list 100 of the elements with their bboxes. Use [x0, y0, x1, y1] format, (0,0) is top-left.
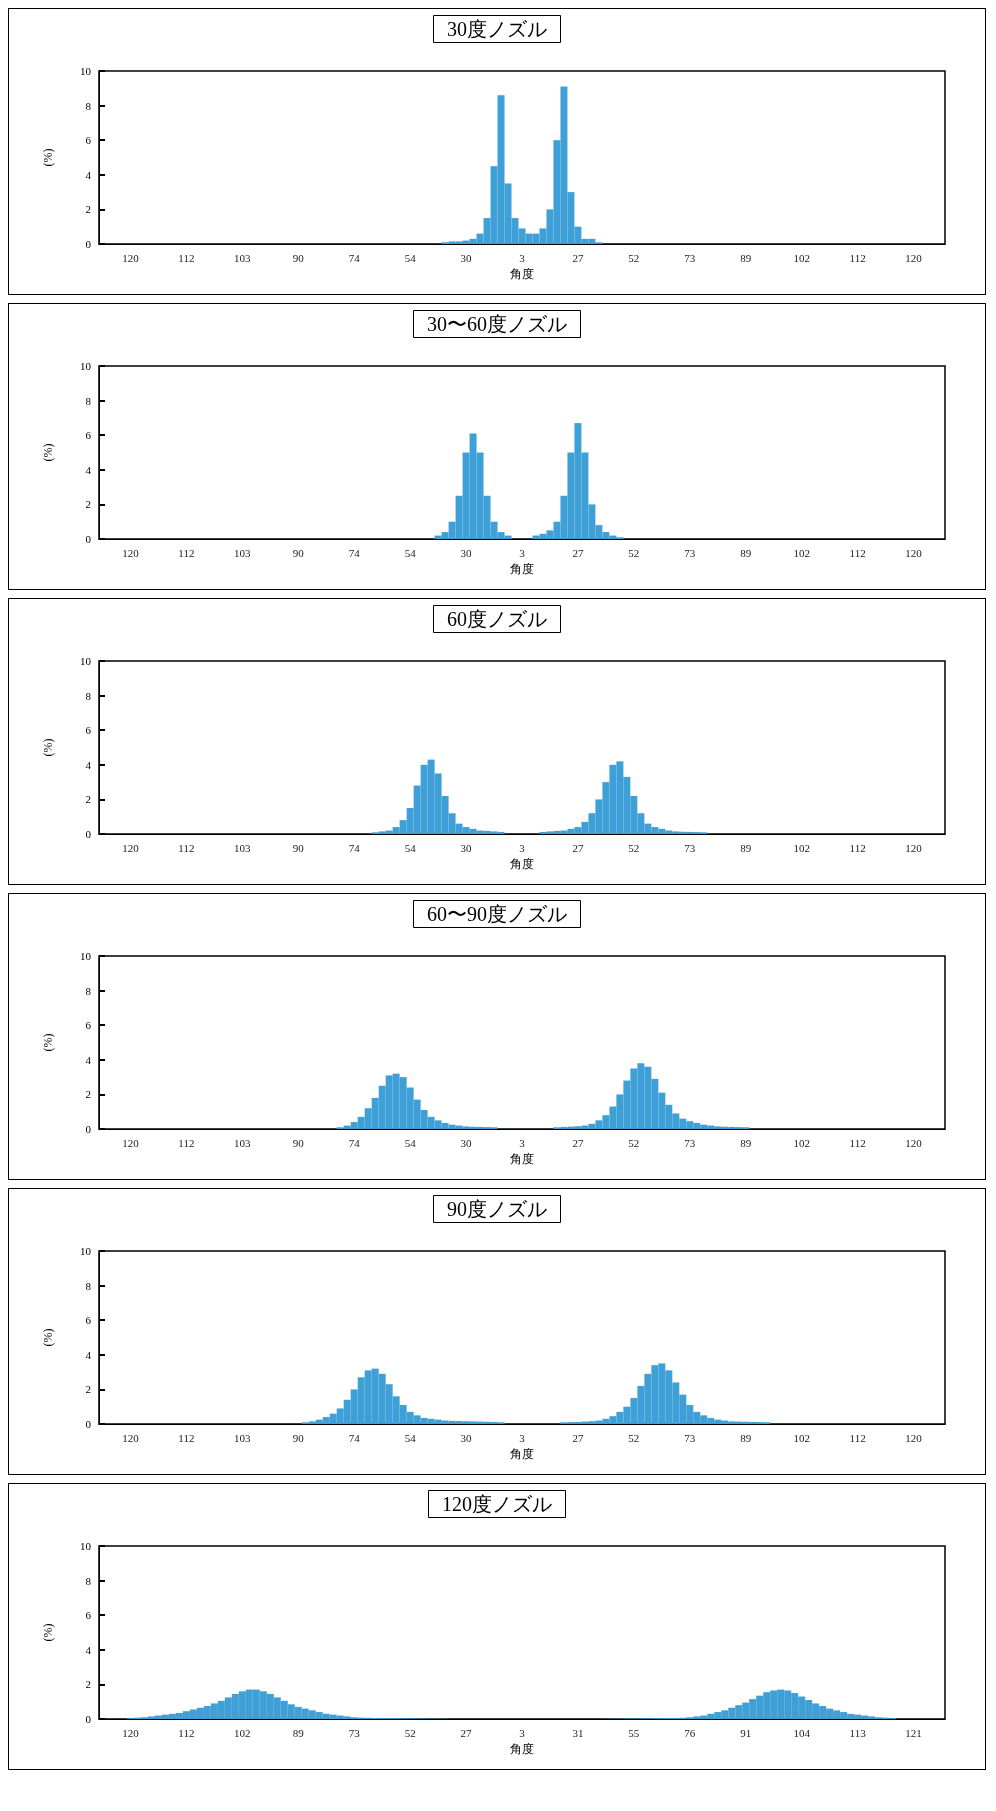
- x-tick-label: 54: [404, 546, 417, 559]
- x-axis-title: 角度: [510, 562, 534, 576]
- x-tick-label: 103: [234, 841, 252, 854]
- x-tick-label: 90: [292, 841, 305, 854]
- chart-title: 30度ノズル: [447, 18, 547, 40]
- y-tick-label: 2: [85, 1088, 91, 1101]
- chart-title: 60度ノズル: [447, 608, 547, 630]
- y-tick-label: 8: [85, 1574, 92, 1587]
- x-tick-label: 52: [628, 1136, 640, 1149]
- x-tick-label: 89: [740, 1136, 752, 1149]
- x-tick-label: 90: [292, 546, 305, 559]
- y-tick-label: 2: [85, 498, 91, 511]
- x-tick-label: 74: [348, 1136, 361, 1149]
- x-tick-label: 3: [519, 841, 526, 854]
- x-tick-label: 112: [849, 841, 866, 854]
- y-tick-label: 0: [85, 1713, 92, 1725]
- x-tick-label: 103: [234, 1431, 252, 1444]
- y-tick-label: 6: [85, 1314, 92, 1327]
- x-tick-label: 54: [404, 251, 417, 264]
- x-tick-label: 112: [849, 251, 866, 264]
- y-tick-label: 4: [85, 168, 92, 181]
- x-tick-label: 113: [849, 1726, 867, 1739]
- x-tick-label: 73: [684, 1136, 696, 1149]
- x-tick-label: 55: [628, 1726, 640, 1739]
- x-tick-label: 52: [628, 1431, 640, 1444]
- x-tick-label: 120: [122, 546, 140, 559]
- x-tick-label: 54: [404, 1431, 417, 1444]
- x-tick-label: 74: [348, 1431, 361, 1444]
- x-tick-label: 112: [849, 1431, 866, 1444]
- x-tick-label: 3: [519, 1136, 526, 1149]
- x-tick-label: 103: [234, 546, 252, 559]
- y-tick-label: 8: [85, 984, 92, 997]
- x-tick-label: 120: [122, 841, 140, 854]
- x-tick-label: 89: [740, 1431, 752, 1444]
- x-tick-label: 103: [234, 1136, 252, 1149]
- x-tick-label: 76: [684, 1726, 696, 1739]
- y-tick-label: 6: [85, 134, 92, 147]
- x-tick-label: 3: [519, 1431, 526, 1444]
- y-tick-label: 6: [85, 1019, 92, 1032]
- x-axis-title: 角度: [510, 1742, 534, 1756]
- chart-title: 60〜90度ノズル: [427, 903, 567, 925]
- x-tick-label: 27: [572, 251, 584, 264]
- y-tick-label: 6: [85, 1609, 92, 1622]
- x-tick-label: 73: [684, 251, 696, 264]
- x-tick-label: 120: [122, 251, 140, 264]
- x-tick-label: 120: [905, 1136, 923, 1149]
- y-tick-label: 10: [80, 1540, 92, 1552]
- y-axis-title: (%): [41, 1033, 55, 1052]
- y-tick-label: 0: [85, 238, 92, 250]
- y-axis-title: (%): [41, 148, 55, 167]
- y-tick-label: 8: [85, 99, 92, 112]
- y-axis-title: (%): [41, 1623, 55, 1642]
- y-tick-label: 0: [85, 1123, 92, 1135]
- y-tick-label: 8: [85, 689, 92, 702]
- y-axis-title: (%): [41, 443, 55, 462]
- x-tick-label: 3: [519, 1726, 526, 1739]
- x-tick-label: 89: [740, 251, 752, 264]
- x-axis-title: 角度: [510, 267, 534, 281]
- y-tick-label: 10: [80, 65, 92, 77]
- y-tick-label: 10: [80, 950, 92, 962]
- x-axis-title: 角度: [510, 1152, 534, 1166]
- x-tick-label: 102: [793, 251, 810, 264]
- x-tick-label: 30: [460, 841, 473, 854]
- x-tick-label: 30: [460, 546, 473, 559]
- y-tick-label: 6: [85, 429, 92, 442]
- y-axis-title: (%): [41, 738, 55, 757]
- x-tick-label: 120: [905, 546, 923, 559]
- x-tick-label: 90: [292, 251, 305, 264]
- y-tick-label: 8: [85, 394, 92, 407]
- x-tick-label: 30: [460, 1136, 473, 1149]
- x-tick-label: 52: [404, 1726, 416, 1739]
- x-tick-label: 90: [292, 1431, 305, 1444]
- x-tick-label: 30: [460, 1431, 473, 1444]
- x-tick-label: 112: [178, 841, 195, 854]
- y-tick-label: 4: [85, 1348, 92, 1361]
- x-tick-label: 120: [905, 841, 923, 854]
- x-tick-label: 89: [740, 546, 752, 559]
- x-tick-label: 27: [572, 546, 584, 559]
- x-tick-label: 102: [793, 546, 810, 559]
- x-tick-label: 52: [628, 841, 640, 854]
- y-tick-label: 4: [85, 1643, 92, 1656]
- x-tick-label: 112: [178, 1431, 195, 1444]
- x-tick-label: 73: [684, 841, 696, 854]
- x-tick-label: 112: [178, 1726, 195, 1739]
- x-tick-label: 112: [178, 1136, 195, 1149]
- chart-title: 30〜60度ノズル: [427, 313, 567, 335]
- y-tick-label: 10: [80, 1245, 92, 1257]
- x-tick-label: 90: [292, 1136, 305, 1149]
- x-tick-label: 52: [628, 546, 640, 559]
- x-tick-label: 27: [572, 1136, 584, 1149]
- x-tick-label: 3: [519, 546, 526, 559]
- x-tick-label: 102: [793, 1431, 810, 1444]
- x-tick-label: 120: [122, 1136, 140, 1149]
- y-tick-label: 4: [85, 758, 92, 771]
- x-axis-title: 角度: [510, 857, 534, 871]
- y-tick-label: 2: [85, 1383, 91, 1396]
- y-tick-label: 2: [85, 793, 91, 806]
- chart-title: 90度ノズル: [447, 1198, 547, 1220]
- x-tick-label: 27: [572, 1431, 584, 1444]
- x-tick-label: 120: [122, 1431, 140, 1444]
